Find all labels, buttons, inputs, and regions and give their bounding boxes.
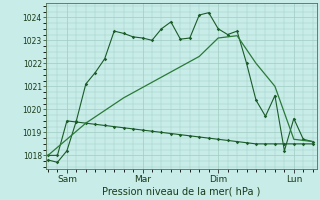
X-axis label: Pression niveau de la mer( hPa ): Pression niveau de la mer( hPa ): [102, 187, 260, 197]
